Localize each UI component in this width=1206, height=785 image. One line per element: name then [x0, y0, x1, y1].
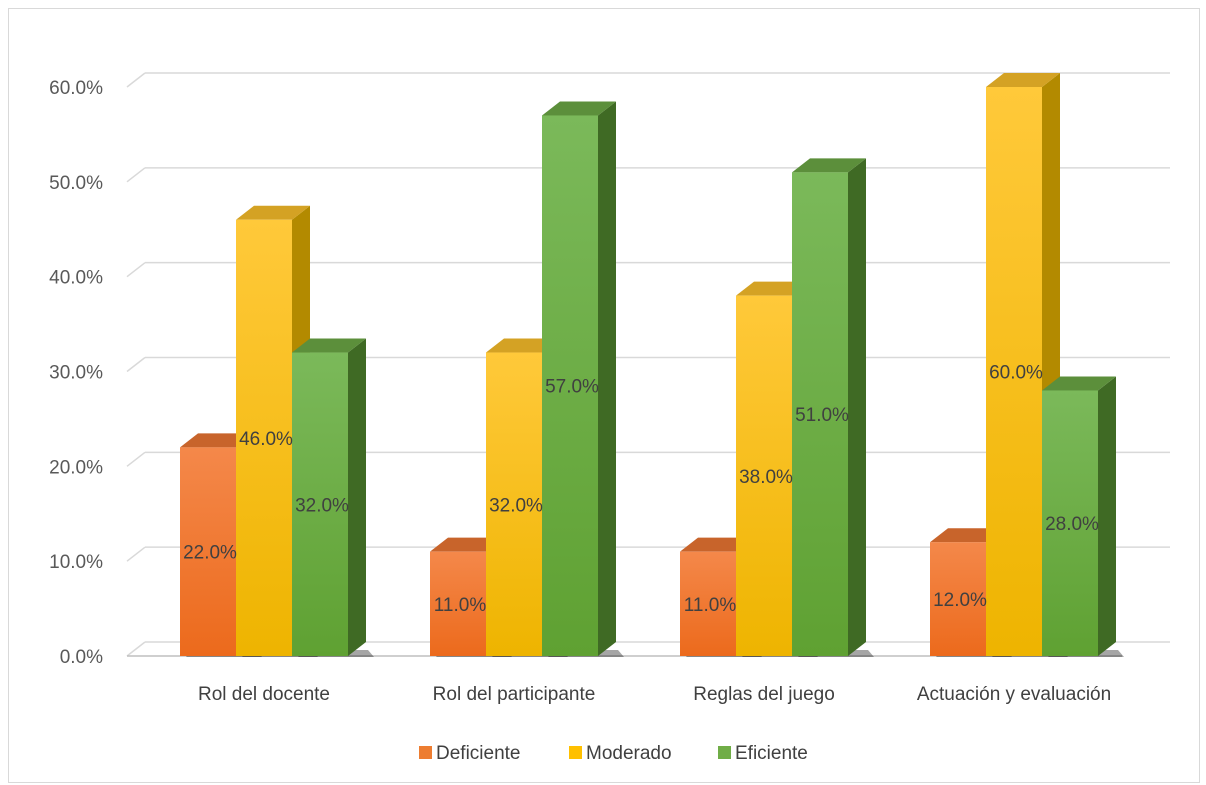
bar-top: [1042, 376, 1116, 391]
data-label: 32.0%: [295, 495, 349, 516]
legend-swatch-eficiente: [718, 746, 731, 759]
bar-deficiente: [930, 542, 986, 656]
bar-eficiente: [292, 352, 348, 656]
bar-top: [542, 101, 616, 116]
y-axis-ticks: 0.0% 10.0% 20.0% 30.0% 40.0% 50.0% 60.0%: [49, 78, 103, 668]
legend-label: Deficiente: [436, 743, 521, 764]
y-tick-label: 60.0%: [49, 78, 103, 99]
bar-top: [180, 433, 254, 448]
bar-top: [792, 158, 866, 173]
gridline-slant: [126, 641, 146, 657]
x-tick-label: Actuación y evaluación: [917, 684, 1111, 705]
legend-label: Moderado: [586, 743, 672, 764]
data-label: 28.0%: [1045, 514, 1099, 535]
bar-deficiente: [680, 551, 736, 656]
bar-moderado: [486, 352, 542, 656]
y-tick-label: 20.0%: [49, 457, 103, 478]
data-label: 11.0%: [684, 595, 737, 616]
bar-top: [986, 73, 1060, 87]
bar-moderado: [986, 87, 1042, 656]
y-tick-label: 50.0%: [49, 173, 103, 194]
x-tick-label: Rol del participante: [433, 684, 596, 705]
y-tick-label: 40.0%: [49, 268, 103, 289]
legend-swatch-moderado: [569, 746, 582, 759]
bar-side: [1098, 376, 1116, 656]
y-tick-label: 0.0%: [60, 647, 103, 668]
data-labels: 22.0% 46.0% 32.0% 11.0% 32.0% 57.0% 11.0% 38.0%…: [183, 363, 1099, 616]
chart-frame: [8, 8, 1200, 783]
gridline-slant: [126, 546, 146, 562]
bar-eficiente: [542, 115, 598, 656]
data-label: 57.0%: [545, 377, 599, 398]
legend: Deficiente Moderado Eficiente: [419, 743, 808, 764]
bar-top: [236, 205, 310, 220]
x-axis-labels: Rol del docente Rol del participante Regla…: [198, 684, 1111, 705]
gridline-slant: [126, 167, 146, 183]
bar-side: [598, 101, 616, 656]
bar-top: [680, 537, 754, 552]
bar-top: [430, 537, 504, 552]
data-label: 46.0%: [239, 429, 293, 450]
bar-moderado: [236, 219, 292, 656]
gridline-slant: [126, 72, 146, 88]
data-label: 22.0%: [183, 543, 237, 564]
bar-deficiente: [430, 551, 486, 656]
data-label: 38.0%: [739, 467, 793, 488]
data-label: 11.0%: [434, 595, 487, 616]
bar-side: [848, 158, 866, 656]
legend-label: Eficiente: [735, 743, 808, 764]
x-tick-label: Rol del docente: [198, 684, 330, 705]
data-label: 12.0%: [933, 590, 987, 611]
legend-swatch-deficiente: [419, 746, 432, 759]
gridline-slant: [126, 356, 146, 373]
bar-top: [736, 281, 810, 296]
data-label: 32.0%: [489, 495, 543, 516]
bar-top: [292, 338, 366, 353]
bar-moderado: [736, 295, 792, 656]
y-tick-label: 30.0%: [49, 363, 103, 384]
bar-top: [486, 338, 560, 353]
bar-side: [348, 338, 366, 656]
y-tick-label: 10.0%: [49, 552, 103, 573]
data-label: 51.0%: [795, 405, 849, 426]
bar-eficiente: [1042, 390, 1098, 656]
bars: [180, 73, 1124, 657]
bar-top: [930, 528, 1004, 543]
gridline-slant: [126, 451, 146, 467]
bar-eficiente: [792, 172, 848, 656]
x-tick-label: Reglas del juego: [693, 684, 835, 705]
gridline-slant: [126, 262, 146, 278]
data-label: 60.0%: [989, 363, 1043, 384]
bar-deficiente: [180, 447, 236, 656]
